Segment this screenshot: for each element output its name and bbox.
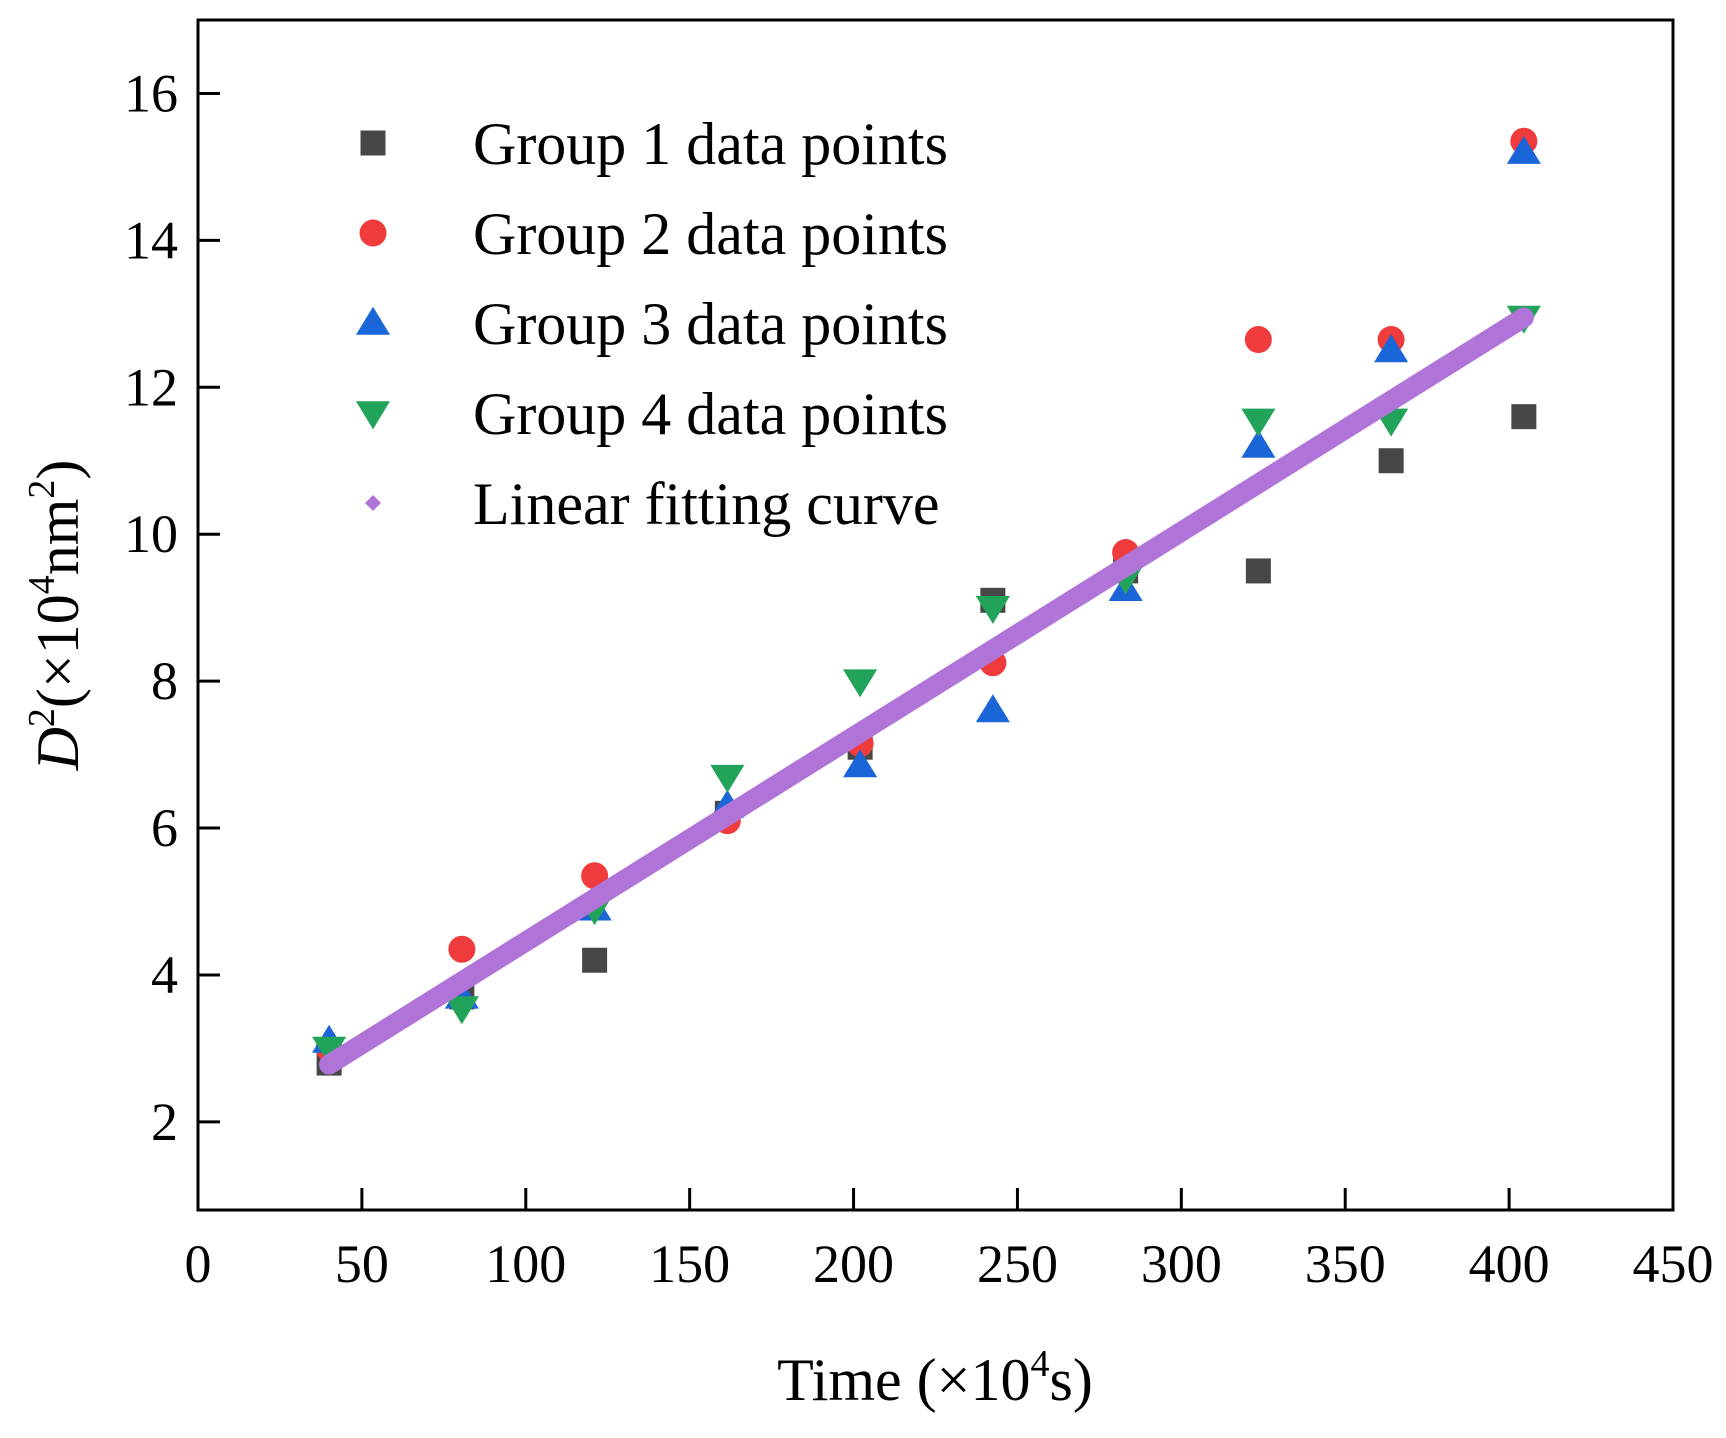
- y-tick-label: 10: [124, 504, 178, 564]
- series-3-point-6: [975, 694, 1010, 723]
- x-tick-label: 300: [1141, 1234, 1222, 1294]
- series-4-point-1: [312, 1036, 347, 1065]
- x-tick-label: 450: [1633, 1234, 1714, 1294]
- y-tick-label: 12: [124, 357, 178, 417]
- series-1-point-8: [1245, 558, 1271, 584]
- series-1-point-3: [582, 947, 608, 973]
- legend-marker-1: [360, 130, 386, 156]
- legend-label-5: Linear fitting curve: [473, 471, 939, 537]
- legend-label-4: Group 4 data points: [473, 381, 948, 447]
- x-tick-label: 150: [649, 1234, 730, 1294]
- x-tick-label: 400: [1469, 1234, 1550, 1294]
- y-tick-label: 16: [124, 63, 178, 123]
- y-tick-label: 2: [151, 1092, 178, 1152]
- linear-fit-line: [319, 307, 1534, 1075]
- plot-frame: [196, 18, 1675, 1212]
- y-axis-title: D2(×104nm2): [21, 460, 91, 772]
- legend-marker-2: [359, 219, 387, 247]
- series-3-point-5: [843, 749, 878, 778]
- series-4-point-6: [975, 595, 1010, 624]
- series-2-point-2: [448, 935, 476, 963]
- series-3-point-8: [1241, 429, 1276, 458]
- x-tick-label: 0: [185, 1234, 212, 1294]
- legend-label-1: Group 1 data points: [473, 111, 948, 177]
- legend-marker-4: [355, 401, 391, 430]
- x-tick-label: 250: [977, 1234, 1058, 1294]
- x-axis-title: Time (×104s): [777, 1343, 1093, 1413]
- y-tick-label: 6: [151, 798, 178, 858]
- x-tick-label: 350: [1305, 1234, 1386, 1294]
- series-3-point-9: [1374, 334, 1409, 363]
- y-tick-label: 14: [124, 210, 178, 270]
- series-1-point-9: [1378, 448, 1404, 474]
- series-1-point-10: [1511, 404, 1537, 430]
- y-tick-label: 4: [151, 945, 178, 1005]
- series-2-point-8: [1244, 326, 1272, 354]
- series-2-point-3: [581, 862, 609, 890]
- series-4-point-4: [710, 764, 745, 793]
- series-3-point-10: [1506, 135, 1541, 164]
- x-tick-label: 200: [813, 1234, 894, 1294]
- legend-label-2: Group 2 data points: [473, 201, 948, 267]
- x-tick-label: 50: [335, 1234, 389, 1294]
- series-4-point-2: [444, 996, 479, 1025]
- y-tick-label: 8: [151, 651, 178, 711]
- x-tick-label: 100: [485, 1234, 566, 1294]
- legend-marker-5: [365, 495, 381, 511]
- legend-marker-3: [355, 306, 391, 335]
- series-4-point-5: [843, 669, 878, 698]
- series-4-point-8: [1241, 408, 1276, 437]
- legend-label-3: Group 3 data points: [473, 291, 948, 357]
